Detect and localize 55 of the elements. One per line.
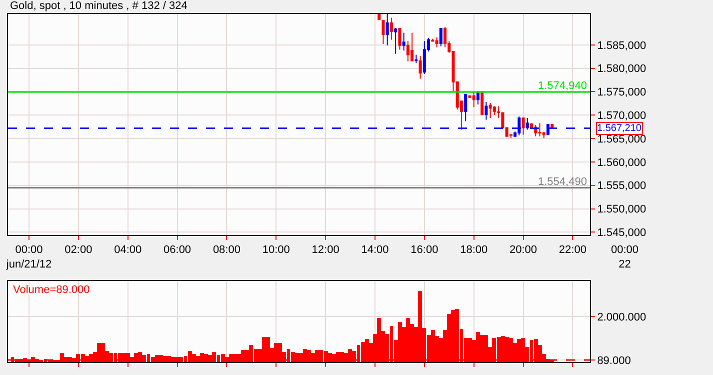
x-tick-label: 18:00 <box>460 244 488 256</box>
x-tick-label: 06:00 <box>164 244 192 256</box>
x-tick-label: 00:00 jun/21/12 <box>5 244 52 270</box>
candlestick <box>472 90 476 108</box>
bar <box>361 342 365 362</box>
y-tick-label: 2.000.000 <box>597 311 646 324</box>
x-tick-label: 12:00 <box>312 244 340 256</box>
candlestick <box>382 20 385 44</box>
x-tick-label: 10:00 <box>262 244 290 256</box>
candlestick <box>394 28 398 54</box>
candlestick <box>422 40 426 74</box>
candlestick <box>464 94 468 122</box>
y-tick-label: 1.555,000 <box>597 180 646 192</box>
candlestick <box>435 36 438 48</box>
x-tick-label: 04:00 <box>114 244 142 256</box>
y-tick-label: 1.550,000 <box>597 204 646 216</box>
chart-title: Volume=89.000 <box>13 284 90 296</box>
candlestick <box>398 28 402 50</box>
x-tick-label: 16:00 <box>410 244 438 256</box>
candlestick <box>538 122 542 137</box>
candlestick <box>522 117 525 136</box>
y-tick-label: 1.545,000 <box>597 227 646 240</box>
y-tick-label: 1.570,000 <box>597 110 646 122</box>
x-tick-label: 14:00 <box>361 244 389 256</box>
candlestick <box>410 32 414 62</box>
y-tick-label: 1.565,000 <box>597 133 646 146</box>
bar <box>19 358 23 362</box>
candlestick <box>414 54 418 64</box>
ref-line-label: 1.554,490 <box>538 176 587 188</box>
text: 00:00 22 <box>611 244 639 270</box>
candlestick <box>402 32 406 52</box>
x-tick-label: 22:00 <box>558 244 586 256</box>
candlestick <box>386 14 389 46</box>
candlestick <box>492 106 496 116</box>
candlestick <box>439 28 442 47</box>
candlestick <box>378 14 381 20</box>
y-tick-label: 1.575,000 <box>597 86 646 99</box>
x-tick-label: 08:00 <box>212 244 240 256</box>
x-tick-label: 20:00 <box>510 244 538 256</box>
y-tick-label: 89.000 <box>597 354 631 367</box>
chart-title: Gold, spot , 10 minutes , # 132 / 324 <box>10 0 188 12</box>
candlestick <box>476 90 480 105</box>
y-tick-label: 1.560,000 <box>597 156 646 169</box>
bar <box>398 322 402 362</box>
x-tick-label: 02:00 <box>64 244 92 256</box>
candlestick <box>480 90 484 116</box>
bar <box>109 352 113 362</box>
y-tick-label: 1.585,000 <box>597 40 646 52</box>
y-tick-label: 1.580,000 <box>597 63 646 76</box>
ref-line-label: 1.567,210 <box>597 123 642 134</box>
candlestick <box>390 17 393 40</box>
candlestick <box>418 56 422 80</box>
candlestick <box>488 102 492 118</box>
candlestick <box>484 102 488 120</box>
ref-line-label: 1.574,940 <box>538 80 587 92</box>
